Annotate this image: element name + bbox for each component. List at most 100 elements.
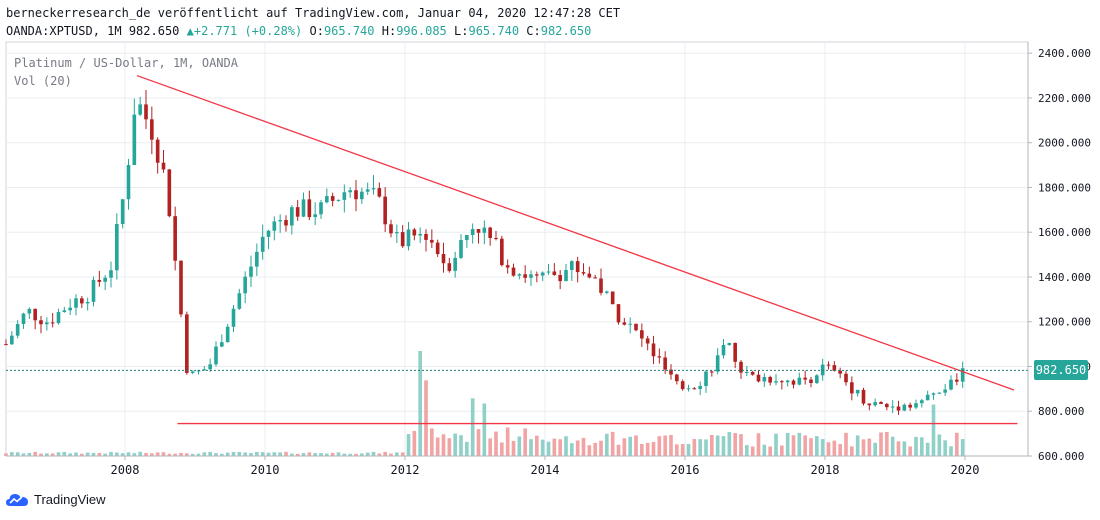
- candle-body: [838, 370, 842, 374]
- candle-body: [651, 343, 656, 357]
- candle-body: [470, 229, 475, 235]
- volume-bar: [74, 452, 78, 456]
- candle-body: [657, 356, 662, 358]
- volume-bar: [377, 453, 382, 456]
- trendlines: [6, 74, 1028, 425]
- volume-bar: [949, 446, 953, 456]
- volume-bar: [873, 442, 877, 456]
- volume-bar: [179, 452, 183, 456]
- volume-bar: [640, 443, 644, 456]
- candle-body: [482, 227, 487, 233]
- volume-bar: [354, 453, 358, 456]
- candle-body: [943, 389, 947, 393]
- volume-bar: [371, 451, 376, 456]
- volume-bar: [208, 451, 212, 456]
- volume-bar: [704, 439, 708, 456]
- brand-name: TradingView: [34, 492, 106, 507]
- volume-bar: [220, 453, 224, 456]
- volume-bar: [459, 435, 463, 456]
- candle-body: [144, 104, 148, 120]
- volume-bar: [785, 433, 790, 456]
- volume-bar: [85, 452, 90, 456]
- candle-body: [500, 238, 504, 266]
- volume-bar: [185, 453, 189, 456]
- candle-body: [109, 270, 113, 278]
- candle-body: [225, 326, 230, 343]
- candle-body: [360, 191, 364, 200]
- volume-bar: [243, 452, 247, 456]
- volume-bar: [389, 453, 393, 456]
- candle-body: [10, 335, 14, 345]
- volume-bar: [255, 451, 259, 456]
- candle-body: [762, 376, 767, 382]
- candle-body: [132, 114, 137, 166]
- tradingview-logo[interactable]: TradingView: [6, 492, 106, 507]
- volume-bar: [103, 453, 107, 456]
- volume-bar: [715, 435, 720, 456]
- candle-body: [704, 371, 708, 386]
- price-change: +2.771 (+0.28%): [193, 24, 303, 38]
- volume-bar: [470, 398, 475, 456]
- candle-body: [39, 320, 43, 325]
- candle-body: [686, 388, 691, 390]
- candle-body: [879, 402, 883, 404]
- candle-body: [937, 392, 942, 394]
- plot-area[interactable]: [5, 41, 1029, 457]
- candle-body: [167, 169, 172, 217]
- volume-bar: [91, 452, 96, 456]
- volume-bar: [115, 452, 119, 456]
- candle-body: [949, 379, 953, 390]
- volume-bar: [301, 453, 306, 456]
- volume-bar: [56, 452, 61, 456]
- volume-bar: [231, 451, 236, 456]
- candle-body: [622, 322, 627, 325]
- candle-body: [307, 199, 312, 218]
- candle-body: [645, 338, 650, 344]
- candle-body: [663, 357, 667, 370]
- candle-body: [290, 207, 294, 226]
- volume-bar: [447, 438, 452, 456]
- volume-bar: [383, 451, 387, 456]
- volume-bar: [850, 446, 854, 456]
- symbol-label[interactable]: OANDA:XPTUSD, 1M: [6, 24, 122, 38]
- volume-bar: [505, 427, 510, 456]
- candle-body: [581, 272, 586, 274]
- volume-indicator-label[interactable]: Vol (20): [14, 74, 72, 88]
- chart-title: Platinum / US-Dollar, 1M, OANDA: [14, 56, 238, 70]
- candle-body: [739, 361, 743, 373]
- volume-bar: [575, 440, 580, 456]
- volume-bar: [360, 453, 364, 456]
- candle-body: [231, 308, 236, 327]
- candle-body: [750, 371, 755, 375]
- y-tick-label: 600.000: [1038, 450, 1084, 463]
- volume-bar: [902, 441, 907, 456]
- candle-body: [552, 271, 557, 276]
- low-label: L:: [454, 24, 469, 38]
- volume-bar: [260, 452, 265, 456]
- volume-bar: [721, 436, 726, 456]
- candle-body: [931, 393, 936, 395]
- candle-body: [733, 342, 737, 362]
- volume-bar: [657, 436, 662, 456]
- volume-bar: [202, 452, 207, 456]
- candle-body: [669, 369, 673, 375]
- candle-body: [896, 406, 901, 411]
- candle-body: [710, 371, 714, 373]
- volume-bar: [45, 453, 49, 456]
- candle-body: [640, 330, 644, 339]
- volume-bar: [960, 439, 965, 456]
- candle-body: [902, 404, 907, 411]
- y-tick-label: 1600.000: [1038, 226, 1091, 239]
- candle-body: [15, 324, 20, 336]
- volume-bar: [482, 403, 487, 456]
- volume-bar: [295, 453, 300, 456]
- time-axis[interactable]: 2008 2010 2012 2014 2016 2018 2020: [111, 456, 980, 477]
- candle-body: [435, 242, 440, 255]
- y-tick-label: 2400.000: [1038, 47, 1091, 60]
- candle-body: [272, 221, 277, 231]
- y-tick-label: 1800.000: [1038, 181, 1091, 194]
- candle-body: [727, 342, 732, 345]
- price-axis[interactable]: 2400.000 2200.000 2000.000 1800.000 1600.000…: [1028, 47, 1091, 463]
- candle-body: [844, 373, 848, 383]
